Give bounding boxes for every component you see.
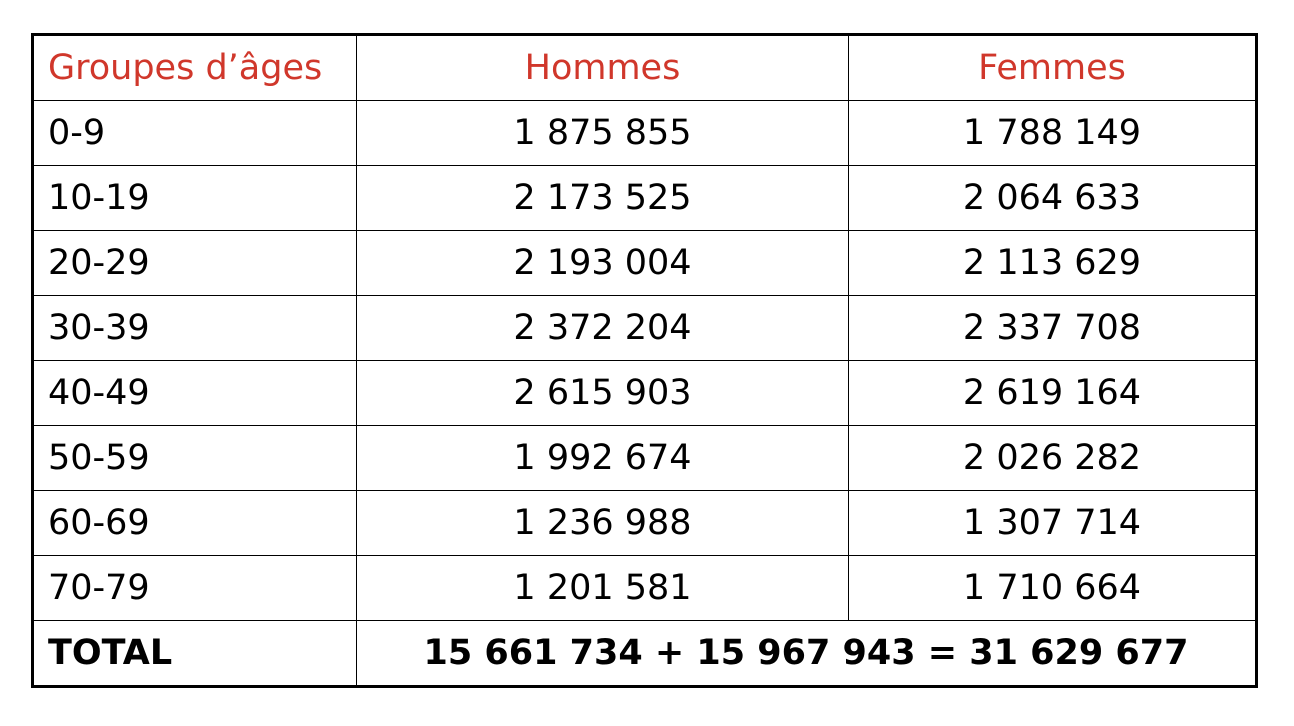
total-value: 15 661 734 + 15 967 943 = 31 629 677 (356, 620, 1257, 687)
age-group-cell: 50-59 (32, 425, 357, 491)
men-count-cell: 2 372 204 (356, 295, 849, 361)
women-count-cell: 1 307 714 (848, 490, 1257, 556)
men-count-cell: 2 615 903 (356, 360, 849, 426)
population-table: Groupes d’âges Hommes Femmes 0-9 1 875 8… (31, 33, 1258, 688)
women-count-cell: 2 026 282 (848, 425, 1257, 491)
men-count-cell: 2 173 525 (356, 165, 849, 231)
table-row: 0-9 1 875 855 1 788 149 (32, 100, 1257, 166)
table-row: 40-49 2 615 903 2 619 164 (32, 360, 1257, 426)
women-count-cell: 2 337 708 (848, 295, 1257, 361)
age-group-cell: 10-19 (32, 165, 357, 231)
table-row: 30-39 2 372 204 2 337 708 (32, 295, 1257, 361)
header-age-groups: Groupes d’âges (32, 34, 357, 101)
women-count-cell: 1 710 664 (848, 555, 1257, 621)
men-count-cell: 1 236 988 (356, 490, 849, 556)
age-group-cell: 40-49 (32, 360, 357, 426)
table-row: 20-29 2 193 004 2 113 629 (32, 230, 1257, 296)
total-label: TOTAL (32, 620, 357, 687)
population-table-container: Groupes d’âges Hommes Femmes 0-9 1 875 8… (31, 33, 1258, 688)
men-count-cell: 1 201 581 (356, 555, 849, 621)
women-count-cell: 2 113 629 (848, 230, 1257, 296)
men-count-cell: 1 992 674 (356, 425, 849, 491)
header-men: Hommes (356, 34, 849, 101)
age-group-cell: 30-39 (32, 295, 357, 361)
women-count-cell: 2 064 633 (848, 165, 1257, 231)
women-count-cell: 2 619 164 (848, 360, 1257, 426)
table-row: 60-69 1 236 988 1 307 714 (32, 490, 1257, 556)
men-count-cell: 1 875 855 (356, 100, 849, 166)
table-row: 10-19 2 173 525 2 064 633 (32, 165, 1257, 231)
table-row: 50-59 1 992 674 2 026 282 (32, 425, 1257, 491)
table-row: 70-79 1 201 581 1 710 664 (32, 555, 1257, 621)
men-count-cell: 2 193 004 (356, 230, 849, 296)
women-count-cell: 1 788 149 (848, 100, 1257, 166)
header-row: Groupes d’âges Hommes Femmes (32, 34, 1257, 101)
header-women: Femmes (848, 34, 1257, 101)
age-group-cell: 70-79 (32, 555, 357, 621)
age-group-cell: 0-9 (32, 100, 357, 166)
age-group-cell: 60-69 (32, 490, 357, 556)
total-row: TOTAL 15 661 734 + 15 967 943 = 31 629 6… (32, 620, 1257, 687)
age-group-cell: 20-29 (32, 230, 357, 296)
